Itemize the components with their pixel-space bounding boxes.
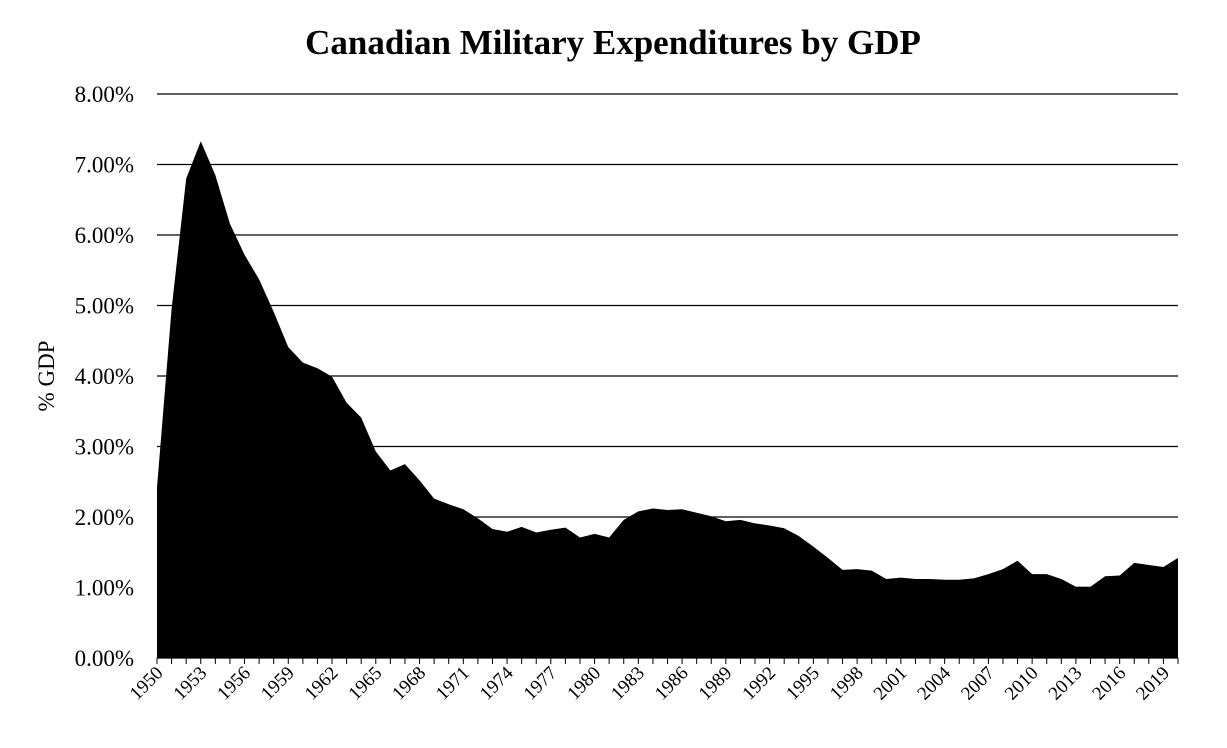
y-tick-label: 3.00% [75,435,134,460]
x-tick-label: 1965 [345,663,387,705]
x-tick-label: 2019 [1132,663,1174,705]
x-tick-label: 1959 [257,663,299,705]
x-tick-label: 2013 [1045,663,1087,705]
x-tick-label: 1977 [520,663,562,705]
x-tick-label: 1992 [738,663,780,705]
y-tick-label: 8.00% [75,82,134,107]
x-tick-label: 2010 [1001,663,1043,705]
x-tick-label: 1998 [826,663,868,705]
x-tick-label: 1989 [695,663,737,705]
x-tick-label: 1968 [388,663,430,705]
y-tick-label: 7.00% [75,153,134,178]
x-tick-label: 1971 [432,663,474,705]
y-tick-label: 5.00% [75,294,134,319]
y-tick-label: 4.00% [75,364,134,389]
chart-title: Canadian Military Expenditures by GDP [305,23,921,62]
x-axis-ticks: 1950 1953 1956 1959 1962 1965 1968 1971 1974 1977… [126,658,1179,705]
y-tick-label: 2.00% [75,505,134,530]
y-axis-label: % GDP [34,341,59,412]
x-tick-label: 1962 [301,663,343,705]
y-axis-ticks: 0.00% 1.00% 2.00% 3.00% 4.00% 5.00% 6.00% 7.00%… [75,82,134,671]
x-tick-label: 1956 [213,663,255,705]
x-tick-label: 1980 [563,663,605,705]
series-area [157,141,1178,659]
y-tick-label: 0.00% [75,646,134,671]
x-tick-label: 1953 [170,663,212,705]
x-tick-label: 2016 [1088,663,1130,705]
x-tick-label: 1983 [607,663,649,705]
x-tick-label: 1986 [651,663,693,705]
y-tick-label: 6.00% [75,223,134,248]
x-tick-label: 1995 [782,663,824,705]
area-series [157,141,1178,659]
x-tick-label: 1974 [476,662,518,704]
x-tick-label: 2001 [870,663,912,705]
x-tick-label: 2004 [913,662,955,704]
x-tick-label: 2007 [957,663,999,705]
y-tick-label: 1.00% [75,576,134,601]
